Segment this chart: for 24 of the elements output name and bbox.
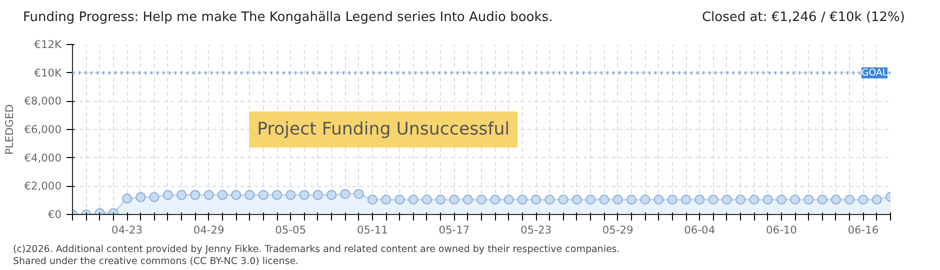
x-tick-label: 05-23 xyxy=(520,224,552,236)
x-tick-label: 06-16 xyxy=(848,224,879,236)
annotation: Project Funding Unsuccessful xyxy=(257,120,510,140)
x-tick-label: 04-23 xyxy=(112,224,143,236)
ref-line-label: GOAL xyxy=(862,67,888,78)
text: Shared under the creative commons (CC BY-NC 3.0) license. xyxy=(13,256,299,267)
y-tick-label: €0 xyxy=(48,208,62,221)
x-tick-label: 06-04 xyxy=(684,224,716,236)
x-tick-label: 05-29 xyxy=(602,224,634,236)
chart-subtitle: Closed at: €1,246 / €10k (12%) xyxy=(702,9,905,27)
x-tick-label: 05-05 xyxy=(275,224,306,236)
y-tick-label: €8,000 xyxy=(24,94,62,108)
y-tick-label: €2,000 xyxy=(24,180,62,193)
x-tick-label: 06-10 xyxy=(766,224,798,236)
x-tick-label: 05-11 xyxy=(356,224,388,236)
y-tick-label: €4,000 xyxy=(24,151,62,164)
y-tick-label: €12K xyxy=(34,38,63,51)
text: (c)2026. Additional content provided by Jenny Fikke. Trademarks and related content are owned by their respective companies. xyxy=(13,244,620,255)
y-axis-title: PLEDGED xyxy=(3,104,16,155)
y-tick-label: €6,000 xyxy=(24,123,62,136)
x-tick-label: 05-17 xyxy=(438,224,470,236)
chart-title: Funding Progress: Help me make The Kongahälla Legend series Into Audio books. xyxy=(23,9,553,27)
x-tick-label: 04-29 xyxy=(193,224,225,236)
y-tick-label: €10K xyxy=(34,66,63,80)
